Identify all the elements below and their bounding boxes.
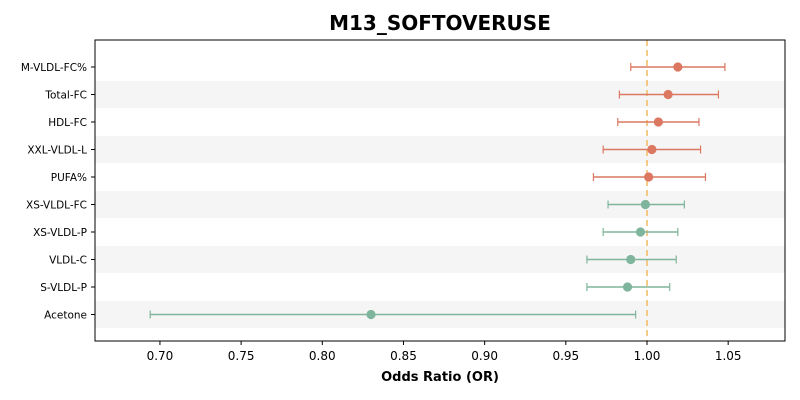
or-point <box>653 117 663 127</box>
or-point <box>635 227 646 237</box>
or-point <box>640 199 650 210</box>
x-tick-label: 1.05 <box>715 349 742 363</box>
or-point <box>663 89 673 100</box>
or-point <box>622 282 633 292</box>
x-axis: 0.70 0.75 0.80 0.85 0.90 0.95 1.00 1.05 <box>147 341 742 363</box>
y-tick-label: VLDL-C <box>49 255 87 267</box>
or-point <box>647 144 657 155</box>
x-tick-label: 0.85 <box>390 349 417 363</box>
y-tick-label: Total-FC <box>44 90 87 102</box>
y-tick-label: PUFA% <box>51 172 87 184</box>
x-tick-label: 0.75 <box>228 349 255 363</box>
y-tick-label: S-VLDL-P <box>40 282 87 294</box>
x-axis-title: Odds Ratio (OR) <box>381 370 499 385</box>
x-tick-label: 0.90 <box>471 349 498 363</box>
x-tick-label: 1.00 <box>634 349 661 363</box>
y-tick-label: Acetone <box>44 310 87 322</box>
plot-frame <box>94 39 786 342</box>
or-point <box>626 254 636 265</box>
row-band <box>95 246 785 273</box>
y-tick-label: M-VLDL-FC% <box>21 62 87 74</box>
or-point <box>644 172 654 182</box>
x-tick-label: 0.80 <box>309 349 336 363</box>
y-tick-label: HDL-FC <box>48 117 87 129</box>
x-tick-label: 0.70 <box>147 349 174 363</box>
y-tick-label: XS-VLDL-P <box>33 227 87 239</box>
chart-title: M13_SOFTOVERUSE <box>329 11 551 35</box>
or-point <box>366 309 376 320</box>
data-marks <box>149 62 726 320</box>
or-point <box>673 62 683 72</box>
x-tick-label: 0.95 <box>552 349 579 363</box>
y-axis: M-VLDL-FC% Total-FC HDL-FC XXL-VLDL-L PUFA% X… <box>21 62 95 322</box>
y-tick-label: XXL-VLDL-L <box>27 145 87 157</box>
y-tick-label: XS-VLDL-FC <box>26 200 87 212</box>
